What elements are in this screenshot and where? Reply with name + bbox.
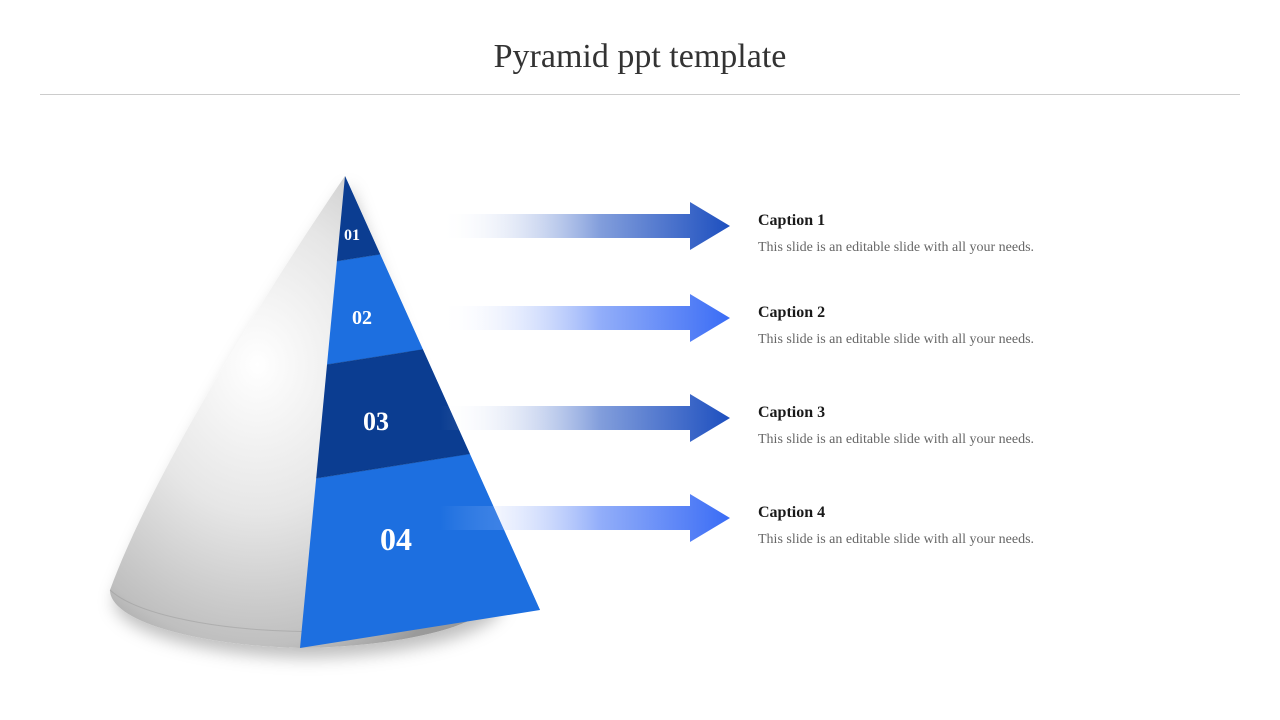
caption-3-title: Caption 3	[758, 404, 1138, 422]
caption-2-desc: This slide is an editable slide with all…	[758, 330, 1138, 350]
caption-3: Caption 3 This slide is an editable slid…	[758, 404, 1138, 450]
arrow-2	[440, 294, 730, 342]
caption-4-desc: This slide is an editable slide with all…	[758, 530, 1138, 550]
caption-2-title: Caption 2	[758, 304, 1138, 322]
segment-1-number: 01	[344, 227, 360, 244]
caption-1-title: Caption 1	[758, 212, 1138, 230]
caption-3-desc: This slide is an editable slide with all…	[758, 430, 1138, 450]
caption-1-desc: This slide is an editable slide with all…	[758, 238, 1138, 258]
caption-1: Caption 1 This slide is an editable slid…	[758, 212, 1138, 258]
segment-4-number: 04	[380, 521, 412, 557]
caption-4-title: Caption 4	[758, 504, 1138, 522]
caption-4: Caption 4 This slide is an editable slid…	[758, 504, 1138, 550]
segment-2-number: 02	[352, 307, 372, 329]
arrow-1	[440, 202, 730, 250]
diagram-canvas: 01 02 03 04	[0, 0, 1280, 720]
segment-4-front	[300, 454, 540, 648]
segment-2-front	[327, 254, 423, 365]
caption-2: Caption 2 This slide is an editable slid…	[758, 304, 1138, 350]
arrow-3	[440, 394, 730, 442]
segment-3-number: 03	[363, 407, 389, 436]
